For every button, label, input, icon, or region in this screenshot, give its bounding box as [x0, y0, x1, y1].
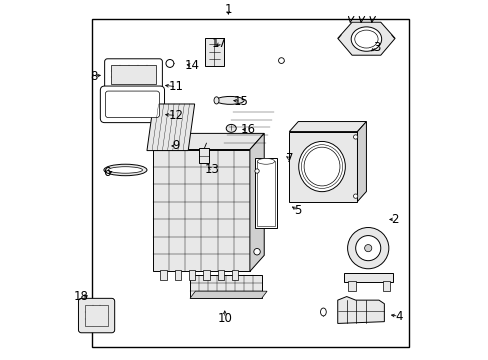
Ellipse shape	[298, 141, 345, 192]
Text: 12: 12	[168, 109, 183, 122]
FancyBboxPatch shape	[105, 91, 159, 118]
Text: 17: 17	[211, 37, 226, 50]
Polygon shape	[357, 122, 366, 202]
Text: 9: 9	[172, 139, 180, 152]
Text: 11: 11	[168, 80, 183, 93]
Polygon shape	[147, 104, 194, 150]
Text: 4: 4	[394, 310, 402, 323]
Ellipse shape	[214, 97, 219, 104]
Bar	[190, 275, 261, 298]
Bar	[199, 148, 209, 163]
Bar	[348, 281, 355, 291]
Bar	[111, 64, 156, 84]
FancyBboxPatch shape	[104, 59, 162, 90]
Text: 13: 13	[204, 163, 219, 176]
Ellipse shape	[304, 147, 339, 186]
FancyBboxPatch shape	[78, 298, 115, 333]
Bar	[217, 270, 224, 280]
Text: 14: 14	[184, 59, 200, 72]
Text: 6: 6	[102, 166, 110, 179]
Ellipse shape	[350, 27, 381, 51]
Ellipse shape	[364, 244, 371, 252]
Ellipse shape	[257, 158, 274, 164]
Polygon shape	[249, 134, 264, 271]
Ellipse shape	[278, 58, 284, 63]
FancyBboxPatch shape	[100, 86, 164, 123]
Ellipse shape	[104, 164, 147, 176]
Bar	[92, 19, 408, 347]
Ellipse shape	[347, 228, 388, 269]
Text: 1: 1	[224, 3, 232, 16]
Ellipse shape	[253, 248, 260, 255]
Ellipse shape	[354, 30, 377, 48]
Text: 15: 15	[233, 95, 248, 108]
Polygon shape	[337, 22, 394, 55]
Bar	[343, 273, 392, 282]
Bar	[382, 281, 389, 291]
Text: 5: 5	[294, 204, 302, 217]
Polygon shape	[289, 122, 366, 132]
Ellipse shape	[353, 194, 357, 198]
Text: 8: 8	[90, 69, 98, 82]
Bar	[255, 158, 276, 228]
Bar	[204, 38, 223, 66]
Polygon shape	[190, 291, 266, 298]
Ellipse shape	[320, 308, 325, 316]
Bar	[160, 270, 166, 280]
Bar	[231, 270, 238, 280]
Ellipse shape	[216, 96, 244, 104]
Bar	[203, 270, 209, 280]
Ellipse shape	[353, 135, 357, 139]
Ellipse shape	[254, 169, 259, 173]
Ellipse shape	[355, 235, 380, 261]
Ellipse shape	[226, 125, 236, 132]
Text: 16: 16	[240, 123, 255, 136]
Text: 2: 2	[390, 213, 398, 226]
Bar	[188, 270, 195, 280]
Bar	[174, 270, 181, 280]
Polygon shape	[153, 134, 264, 149]
Text: 3: 3	[373, 41, 380, 54]
Bar	[153, 149, 249, 271]
Polygon shape	[337, 297, 384, 323]
Text: 10: 10	[217, 311, 232, 325]
Ellipse shape	[108, 167, 142, 173]
Text: 18: 18	[74, 290, 89, 303]
Bar	[85, 305, 108, 326]
Bar	[289, 132, 357, 202]
Ellipse shape	[165, 59, 174, 67]
Text: 7: 7	[285, 152, 292, 165]
Bar	[257, 161, 274, 226]
